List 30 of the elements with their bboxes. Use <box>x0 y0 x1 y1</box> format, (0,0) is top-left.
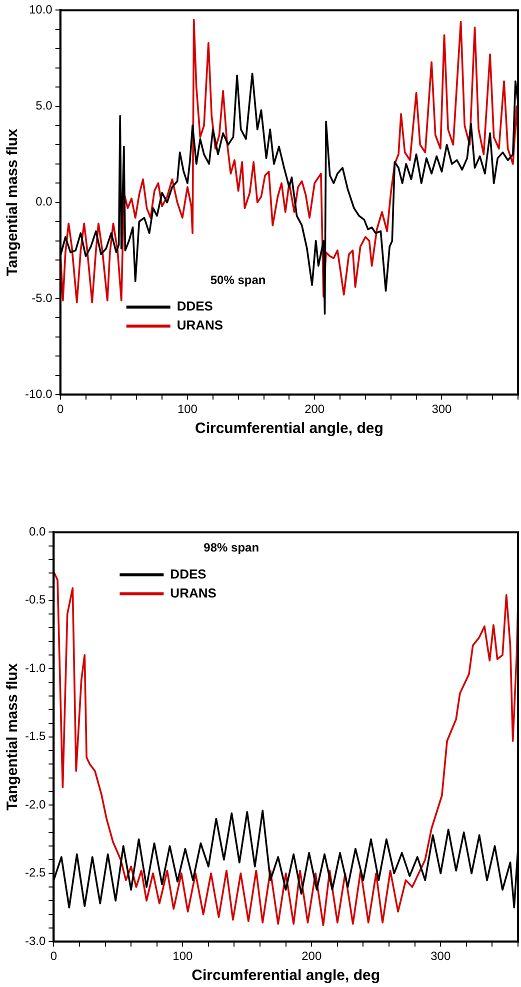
y-tick-label: -1.5 <box>24 729 46 744</box>
y-tick-label: -0.5 <box>24 592 46 607</box>
y-tick-label: 10.0 <box>28 2 53 17</box>
y-axis-title: Tangential mass flux <box>4 662 22 811</box>
x-tick-label: 300 <box>430 949 451 964</box>
y-tick-label: 0.0 <box>28 524 46 539</box>
x-tick-label: 200 <box>304 402 325 416</box>
x-tick-label: 100 <box>172 949 193 964</box>
y-tick-label: -5.0 <box>32 290 53 305</box>
y-tick-label: -1.0 <box>24 660 46 675</box>
y-tick-label: 0.0 <box>36 194 53 209</box>
legend-label: DDES <box>170 566 207 582</box>
y-tick-label: -2.5 <box>24 866 46 880</box>
x-axis-title: Circumferential angle, deg <box>194 420 384 438</box>
y-tick-label: 5.0 <box>36 98 53 113</box>
annotation: 50% span <box>210 272 266 287</box>
y-tick-label: -2.0 <box>24 797 46 812</box>
x-tick-label: 300 <box>432 402 452 416</box>
annotation: 98% span <box>204 540 260 555</box>
y-axis-title: Tangential mass flux <box>4 128 22 276</box>
x-axis-title: Circumferential angle, deg <box>192 967 380 984</box>
legend-label: DDES <box>176 298 214 314</box>
y-tick-label: -3.0 <box>24 934 46 948</box>
y-tick-label: -10.0 <box>24 386 53 401</box>
x-tick-label: 200 <box>302 949 322 964</box>
legend-label: URANS <box>176 318 224 333</box>
x-tick-label: 0 <box>50 949 58 964</box>
legend-label: URANS <box>170 585 217 600</box>
x-tick-label: 100 <box>177 402 198 416</box>
x-tick-label: 0 <box>57 402 64 416</box>
